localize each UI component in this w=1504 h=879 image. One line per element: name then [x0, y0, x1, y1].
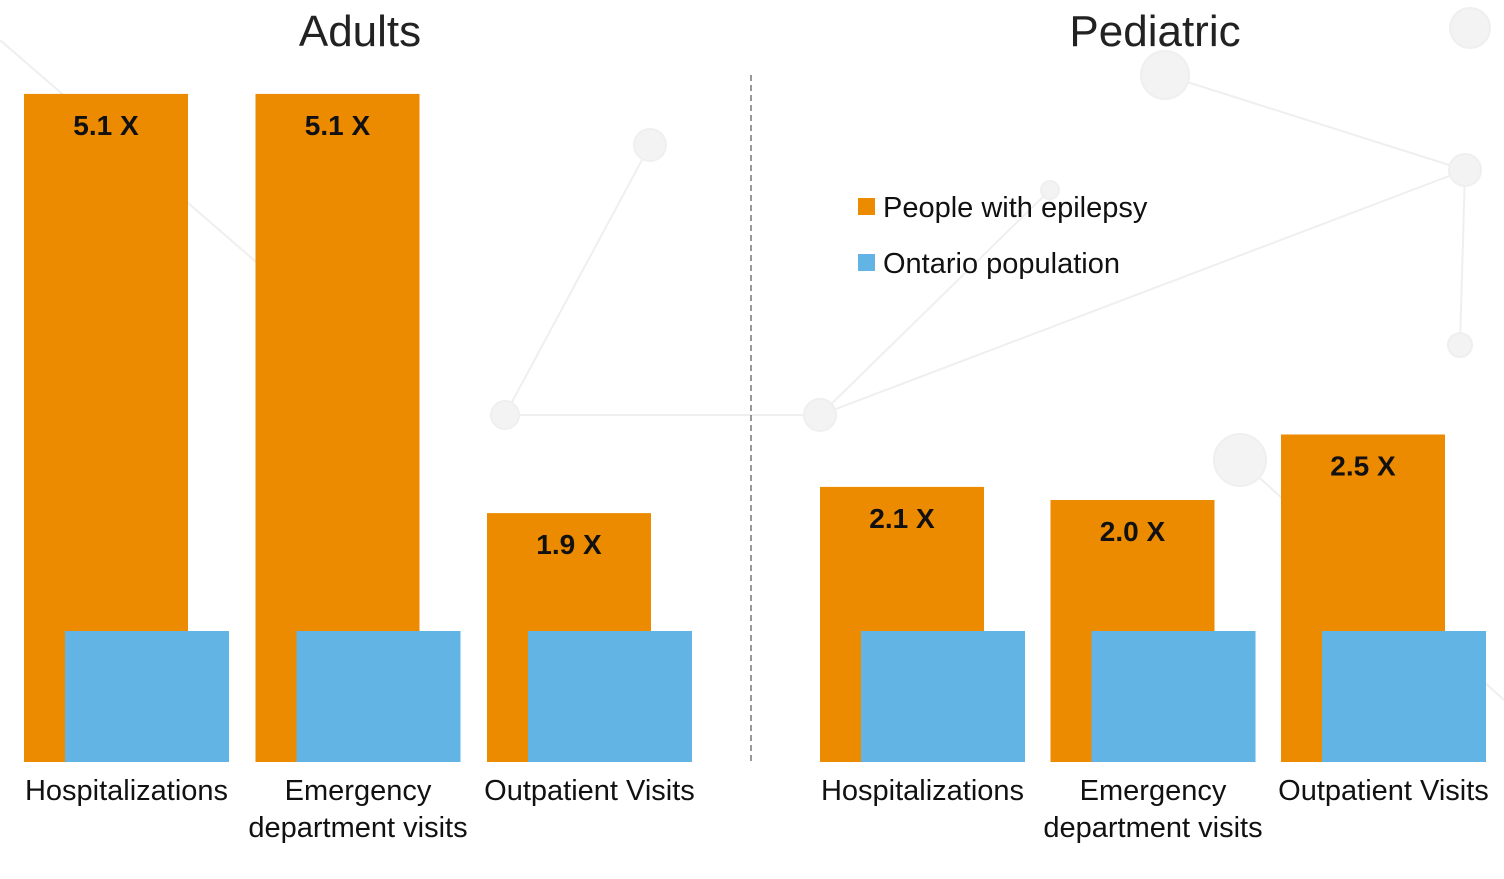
- bar: [296, 631, 461, 762]
- bar: [65, 631, 229, 762]
- data-label: 5.1 X: [305, 110, 371, 141]
- chart-title: Adults: [299, 7, 421, 56]
- bar: [1322, 631, 1486, 762]
- legend-swatch: [858, 198, 875, 215]
- x-tick-label: Outpatient Visits: [484, 775, 695, 807]
- data-label: 5.1 X: [73, 110, 139, 141]
- x-tick-label: Emergency department visits: [248, 775, 468, 844]
- x-tick-label: Hospitalizations: [820, 775, 1025, 807]
- x-tick-label: Outpatient Visits: [1278, 775, 1489, 807]
- legend-swatch: [858, 254, 875, 271]
- bar: [861, 631, 1025, 762]
- data-label: 2.0 X: [1100, 516, 1166, 547]
- x-tick-label: Emergency department visits: [1043, 775, 1263, 844]
- data-label: 1.9 X: [536, 529, 602, 560]
- data-label: 2.1 X: [869, 503, 935, 534]
- legend-label: Ontario population: [883, 248, 1120, 280]
- background-network: [0, 7, 1504, 701]
- bar: [528, 631, 692, 762]
- chart-title: Pediatric: [1069, 7, 1240, 56]
- data-label: 2.5 X: [1330, 451, 1396, 482]
- bar: [1091, 631, 1256, 762]
- legend-label: People with epilepsy: [883, 192, 1148, 224]
- x-tick-label: Hospitalizations: [24, 775, 229, 807]
